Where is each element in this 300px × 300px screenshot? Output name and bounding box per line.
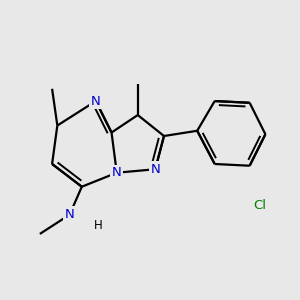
Text: Cl: Cl (254, 200, 267, 212)
Text: N: N (150, 163, 160, 176)
Text: N: N (65, 208, 74, 221)
Text: N: N (91, 94, 101, 107)
Text: N: N (112, 166, 122, 179)
Text: H: H (94, 219, 103, 232)
